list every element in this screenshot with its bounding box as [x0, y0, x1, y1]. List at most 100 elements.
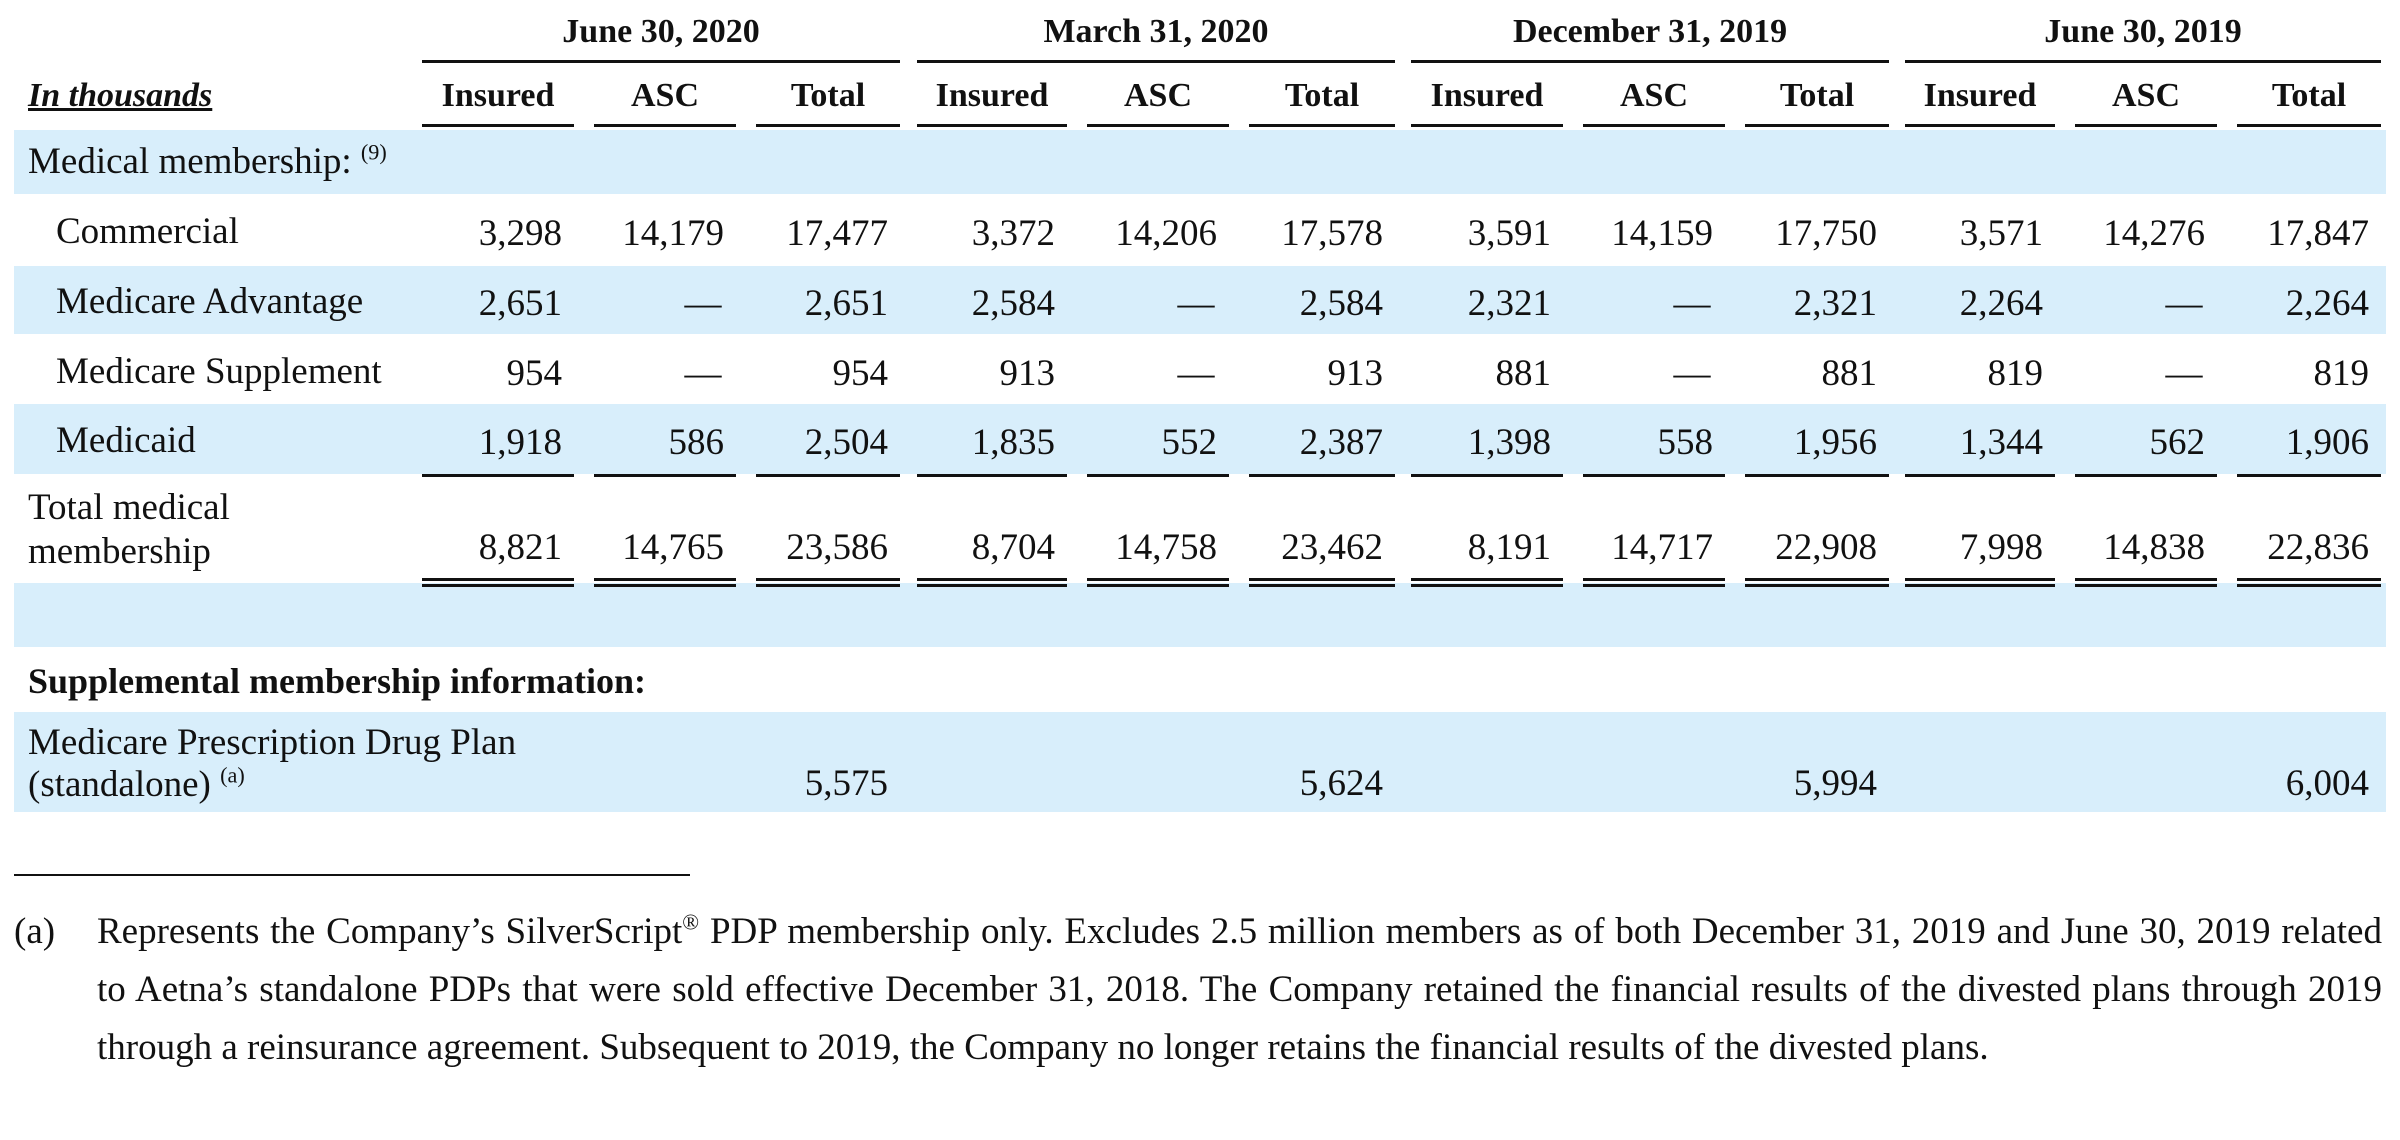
cell-commercial: 3,372	[971, 213, 1055, 254]
footnote-marker: (a)	[14, 911, 56, 952]
pdp-row-label: Medicare Prescription Drug Plan (standal…	[28, 722, 516, 806]
cell-medicaid: 558	[1657, 422, 1714, 463]
pdp-label-line1: Medicare Prescription Drug Plan	[28, 722, 517, 763]
period-header: December 31, 2019	[1512, 13, 1788, 50]
cell-medicare-supplement: —	[1673, 353, 1711, 394]
subheader-insured: Insured	[935, 77, 1049, 114]
cell-medicare-supplement: 819	[2313, 353, 2370, 394]
subheader-insured: Insured	[441, 77, 555, 114]
cell-medicare-advantage: 2,584	[1299, 283, 1383, 324]
cell-total-medical-membership: 23,586	[786, 527, 888, 568]
period-rule	[1411, 60, 1889, 63]
pdp-label-note: (a)	[220, 762, 245, 788]
cell-commercial: 3,591	[1467, 213, 1551, 254]
subheader-total: Total	[2271, 77, 2347, 114]
row-rule	[1745, 474, 1889, 477]
cell-medicaid: 562	[2149, 422, 2206, 463]
cell-medicaid: 1,906	[2285, 422, 2369, 463]
total-double-rule	[1905, 578, 2055, 587]
cell-medicare-supplement: 819	[1987, 353, 2044, 394]
cell-total-medical-membership: 23,462	[1281, 527, 1383, 568]
cell-medicaid: 552	[1161, 422, 1218, 463]
subheader-rule	[422, 124, 574, 127]
cell-total-medical-membership: 7,998	[1959, 527, 2043, 568]
cell-total-medical-membership: 14,765	[622, 527, 724, 568]
cell-medicaid: 2,504	[804, 422, 888, 463]
total-double-rule	[917, 578, 1067, 587]
cell-pdp-total: 6,004	[2285, 763, 2369, 804]
band-medicare-advantage	[14, 266, 2386, 334]
unit-label: In thousands	[28, 77, 213, 114]
total-double-rule	[422, 578, 574, 587]
row-label-medicare-supplement: Medicare Supplement	[56, 351, 382, 392]
cell-total-medical-membership: 14,758	[1115, 527, 1217, 568]
total-double-rule	[2075, 578, 2217, 587]
cell-commercial: 14,159	[1611, 213, 1713, 254]
cell-medicare-advantage: —	[1177, 283, 1215, 324]
cell-commercial: 14,276	[2103, 213, 2205, 254]
subheader-rule	[2075, 124, 2217, 127]
row-rule	[1087, 474, 1229, 477]
cell-medicare-supplement: 913	[999, 353, 1056, 394]
pdp-label-text: (standalone)	[28, 764, 211, 805]
total-double-rule	[1583, 578, 1725, 587]
footnote-text: Represents the Company’s SilverScript® P…	[97, 903, 2382, 1077]
cell-pdp-total: 5,624	[1299, 763, 1383, 804]
cell-total-medical-membership: 14,717	[1611, 527, 1713, 568]
total-label-line1: Total medical	[28, 487, 230, 528]
cell-pdp-total: 5,994	[1793, 763, 1877, 804]
subheader-rule	[1411, 124, 1563, 127]
cell-pdp-total: 5,575	[804, 763, 888, 804]
subheader-insured: Insured	[1430, 77, 1544, 114]
subheader-rule	[1087, 124, 1229, 127]
subheader-asc: ASC	[1123, 77, 1193, 114]
cell-medicaid: 1,835	[971, 422, 1055, 463]
cell-total-medical-membership: 14,838	[2103, 527, 2205, 568]
cell-medicare-supplement: —	[1177, 353, 1215, 394]
cell-medicare-advantage: 2,584	[971, 283, 1055, 324]
subheader-rule	[756, 124, 900, 127]
cell-medicare-supplement: 881	[1495, 353, 1552, 394]
cell-commercial: 3,571	[1959, 213, 2043, 254]
cell-commercial: 17,750	[1775, 213, 1877, 254]
row-rule	[594, 474, 736, 477]
cell-commercial: 17,578	[1281, 213, 1383, 254]
subheader-rule	[1249, 124, 1395, 127]
total-double-rule	[1411, 578, 1563, 587]
period-rule	[422, 60, 900, 63]
cell-medicare-supplement: —	[684, 353, 722, 394]
band-medicaid	[14, 404, 2386, 474]
subheader-insured: Insured	[1923, 77, 2037, 114]
cell-medicaid: 586	[668, 422, 725, 463]
subheader-rule	[917, 124, 1067, 127]
total-double-rule	[756, 578, 900, 587]
subheader-rule	[2237, 124, 2381, 127]
row-rule	[756, 474, 900, 477]
total-medical-membership-label: Total medical membership	[28, 486, 230, 574]
cell-commercial: 17,847	[2267, 213, 2369, 254]
cell-medicaid: 2,387	[1299, 422, 1383, 463]
row-rule	[2075, 474, 2217, 477]
row-label-medicare-advantage: Medicare Advantage	[56, 281, 364, 322]
cell-medicare-advantage: —	[2165, 283, 2203, 324]
cell-total-medical-membership: 22,908	[1775, 527, 1877, 568]
band-pdp	[14, 712, 2386, 812]
cell-medicaid: 1,918	[478, 422, 562, 463]
cell-total-medical-membership: 8,191	[1467, 527, 1551, 568]
row-label-medicaid: Medicaid	[56, 420, 196, 461]
cell-commercial: 14,206	[1115, 213, 1217, 254]
cell-medicaid: 1,344	[1959, 422, 2043, 463]
total-double-rule	[1087, 578, 1229, 587]
cell-commercial: 3,298	[478, 213, 562, 254]
cell-medicare-supplement: 881	[1821, 353, 1878, 394]
cell-total-medical-membership: 22,836	[2267, 527, 2369, 568]
supplemental-heading: Supplemental membership information:	[28, 661, 647, 701]
footnote-text-part2: PDP membership only. Excludes 2.5 millio…	[97, 911, 2382, 1068]
subheader-asc: ASC	[630, 77, 700, 114]
period-header: June 30, 2019	[2044, 13, 2242, 50]
subheader-rule	[594, 124, 736, 127]
cell-medicare-advantage: —	[684, 283, 722, 324]
cell-total-medical-membership: 8,704	[971, 527, 1055, 568]
total-double-rule	[2237, 578, 2381, 587]
